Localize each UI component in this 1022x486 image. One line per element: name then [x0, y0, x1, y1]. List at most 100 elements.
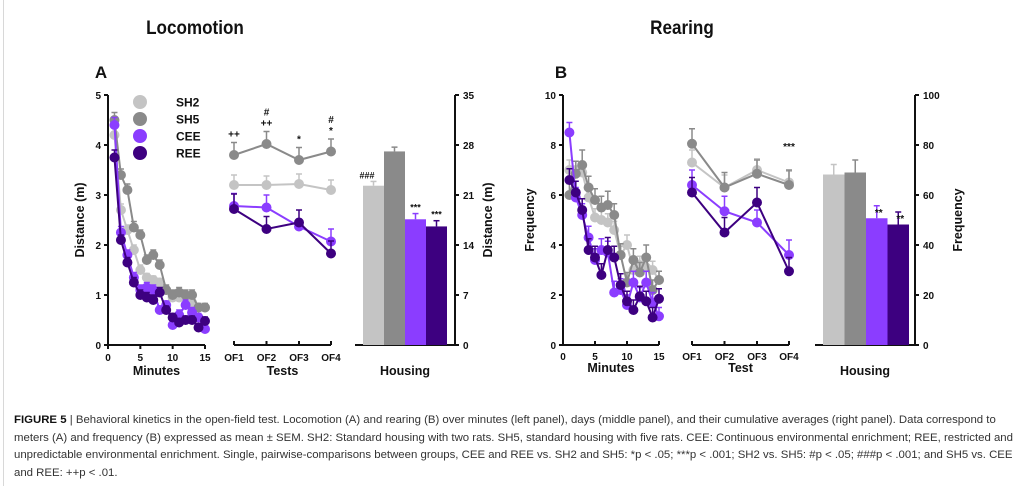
chart-title-rearing: Rearing [650, 17, 714, 38]
b-minutes-point-sh5 [628, 255, 639, 265]
legend-label-sh2: SH2 [176, 96, 200, 110]
b-tests-point-cee [752, 217, 762, 228]
b-minutes-point-ree [609, 252, 620, 263]
b-tests-x-label: Test [728, 361, 754, 375]
a-tests-point-sh5 [261, 139, 272, 149]
b-minutes-point-ree [622, 296, 632, 307]
a-tests-annotation: * [297, 135, 301, 146]
b-tests-line-cee [691, 184, 790, 256]
legend-marker-ree [133, 146, 147, 160]
b-minutes-point-sh5 [654, 275, 664, 285]
a-tests-line-ree [233, 208, 332, 255]
b-minutes-point-ree [564, 175, 575, 185]
a-tests-line-sh2 [234, 182, 332, 191]
a-tests-line-sh5 [233, 142, 332, 162]
b-tests-x-tick-label: OF1 [682, 352, 702, 363]
a-tests-annotation: ++ [261, 119, 273, 130]
legend-label-sh5: SH5 [176, 113, 200, 127]
a-minutes-point-sh5 [200, 302, 210, 313]
caption-separator: | [66, 414, 76, 426]
a-housing-bar-sh5 [384, 151, 405, 345]
b-minutes-point-sh5 [609, 210, 620, 220]
b-housing-y-label: Frequency [951, 188, 965, 251]
a-housing-bar-ree [426, 226, 447, 345]
a-minutes-point-cee [109, 120, 120, 130]
page-border [3, 0, 4, 486]
b-tests-point-ree [752, 197, 762, 208]
a-tests-point-ree [261, 224, 272, 234]
a-housing-annotation: *** [431, 210, 442, 220]
caption-label: FIGURE 5 [14, 414, 67, 426]
a-tests-point-ree [326, 248, 336, 259]
b-minutes-point-sh5 [602, 200, 613, 210]
chart-title-locomotion: Locomotion [146, 17, 244, 38]
a-tests-point-cee [261, 202, 272, 213]
figure-caption: FIGURE 5 | Behavioral kinetics in the op… [14, 412, 1014, 482]
a-minutes-point-sh2 [154, 277, 165, 288]
a-housing-bar-sh2 [363, 185, 384, 345]
a-tests-point-sh2 [229, 180, 239, 190]
b-minutes-point-ree [602, 245, 613, 255]
b-tests-point-ree [719, 227, 730, 238]
a-minutes-x-label: Minutes [133, 364, 180, 378]
b-minutes-point-cee [641, 277, 652, 288]
b-housing-y-tick-label: 100 [923, 91, 940, 102]
a-minutes-point-ree [128, 277, 139, 288]
a-tests-point-sh2 [261, 180, 272, 190]
a-tests-x-tick-label: OF1 [224, 353, 244, 364]
a-minutes-point-ree [148, 295, 159, 305]
a-minutes-point-sh5 [135, 230, 146, 240]
b-tests-point-sh5 [687, 138, 697, 149]
a-tests-annotation: ++ [228, 130, 240, 141]
b-housing-y-tick-label: 80 [923, 141, 935, 152]
a-tests-point-sh5 [294, 155, 304, 165]
b-minutes-point-ree [654, 293, 664, 304]
b-housing-y-tick-label: 20 [923, 291, 935, 302]
legend-label-cee: CEE [176, 130, 201, 144]
b-minutes-point-cee [564, 127, 575, 138]
b-minutes-point-sh5 [634, 267, 645, 278]
a-minutes-y-tick-label: 4 [95, 141, 101, 152]
legend-marker-sh2 [133, 95, 147, 109]
a-minutes-y-label: Distance (m) [73, 182, 87, 257]
legend-marker-sh5 [133, 112, 147, 126]
b-housing-y-tick-label: 60 [923, 191, 935, 202]
a-minutes-point-sh2 [135, 265, 146, 275]
b-minutes-point-cee [628, 277, 639, 288]
b-tests-point-ree [687, 187, 697, 198]
a-tests-point-sh2 [294, 179, 304, 189]
a-tests-annotation: # [328, 115, 334, 126]
a-minutes-point-ree [115, 235, 126, 245]
caption-text: Behavioral kinetics in the open-field te… [14, 414, 1013, 479]
a-minutes-point-cee [180, 300, 191, 310]
b-minutes-point-ree [583, 245, 594, 255]
a-tests-point-sh5 [326, 146, 336, 157]
b-minutes-y-tick-label: 4 [550, 241, 556, 252]
legend-label-ree: REE [176, 147, 201, 161]
a-minutes-x-tick-label: 5 [138, 353, 144, 364]
b-tests-point-sh5 [752, 168, 762, 179]
b-minutes-x-tick-label: 0 [560, 352, 566, 363]
panel-label-b: B [555, 63, 567, 82]
a-housing-annotation: *** [410, 203, 421, 213]
a-minutes-point-sh5 [154, 260, 165, 270]
b-housing-bar-cee [866, 218, 888, 345]
b-minutes-y-label: Frequency [523, 188, 537, 251]
b-minutes-point-ree [615, 280, 626, 290]
b-minutes-point-ree [647, 312, 658, 323]
b-minutes-point-ree [596, 270, 607, 280]
b-minutes-point-sh5 [577, 160, 588, 170]
b-tests-x-tick-label: OF3 [747, 352, 767, 363]
b-tests-x-tick-label: OF2 [715, 352, 735, 363]
a-tests-x-label: Tests [267, 364, 299, 378]
b-housing-annotation: ** [875, 208, 883, 219]
b-tests-line-sh2 [691, 161, 790, 189]
b-minutes-point-sh2 [622, 240, 632, 250]
b-minutes-point-sh5 [641, 252, 652, 263]
b-housing-bar-sh5 [844, 172, 866, 345]
a-housing-annotation: ### [359, 170, 374, 180]
b-tests-point-cee [719, 206, 730, 217]
a-minutes-point-ree [122, 257, 133, 268]
b-minutes-x-tick-label: 15 [653, 352, 665, 363]
a-minutes-point-sh5 [148, 250, 159, 260]
